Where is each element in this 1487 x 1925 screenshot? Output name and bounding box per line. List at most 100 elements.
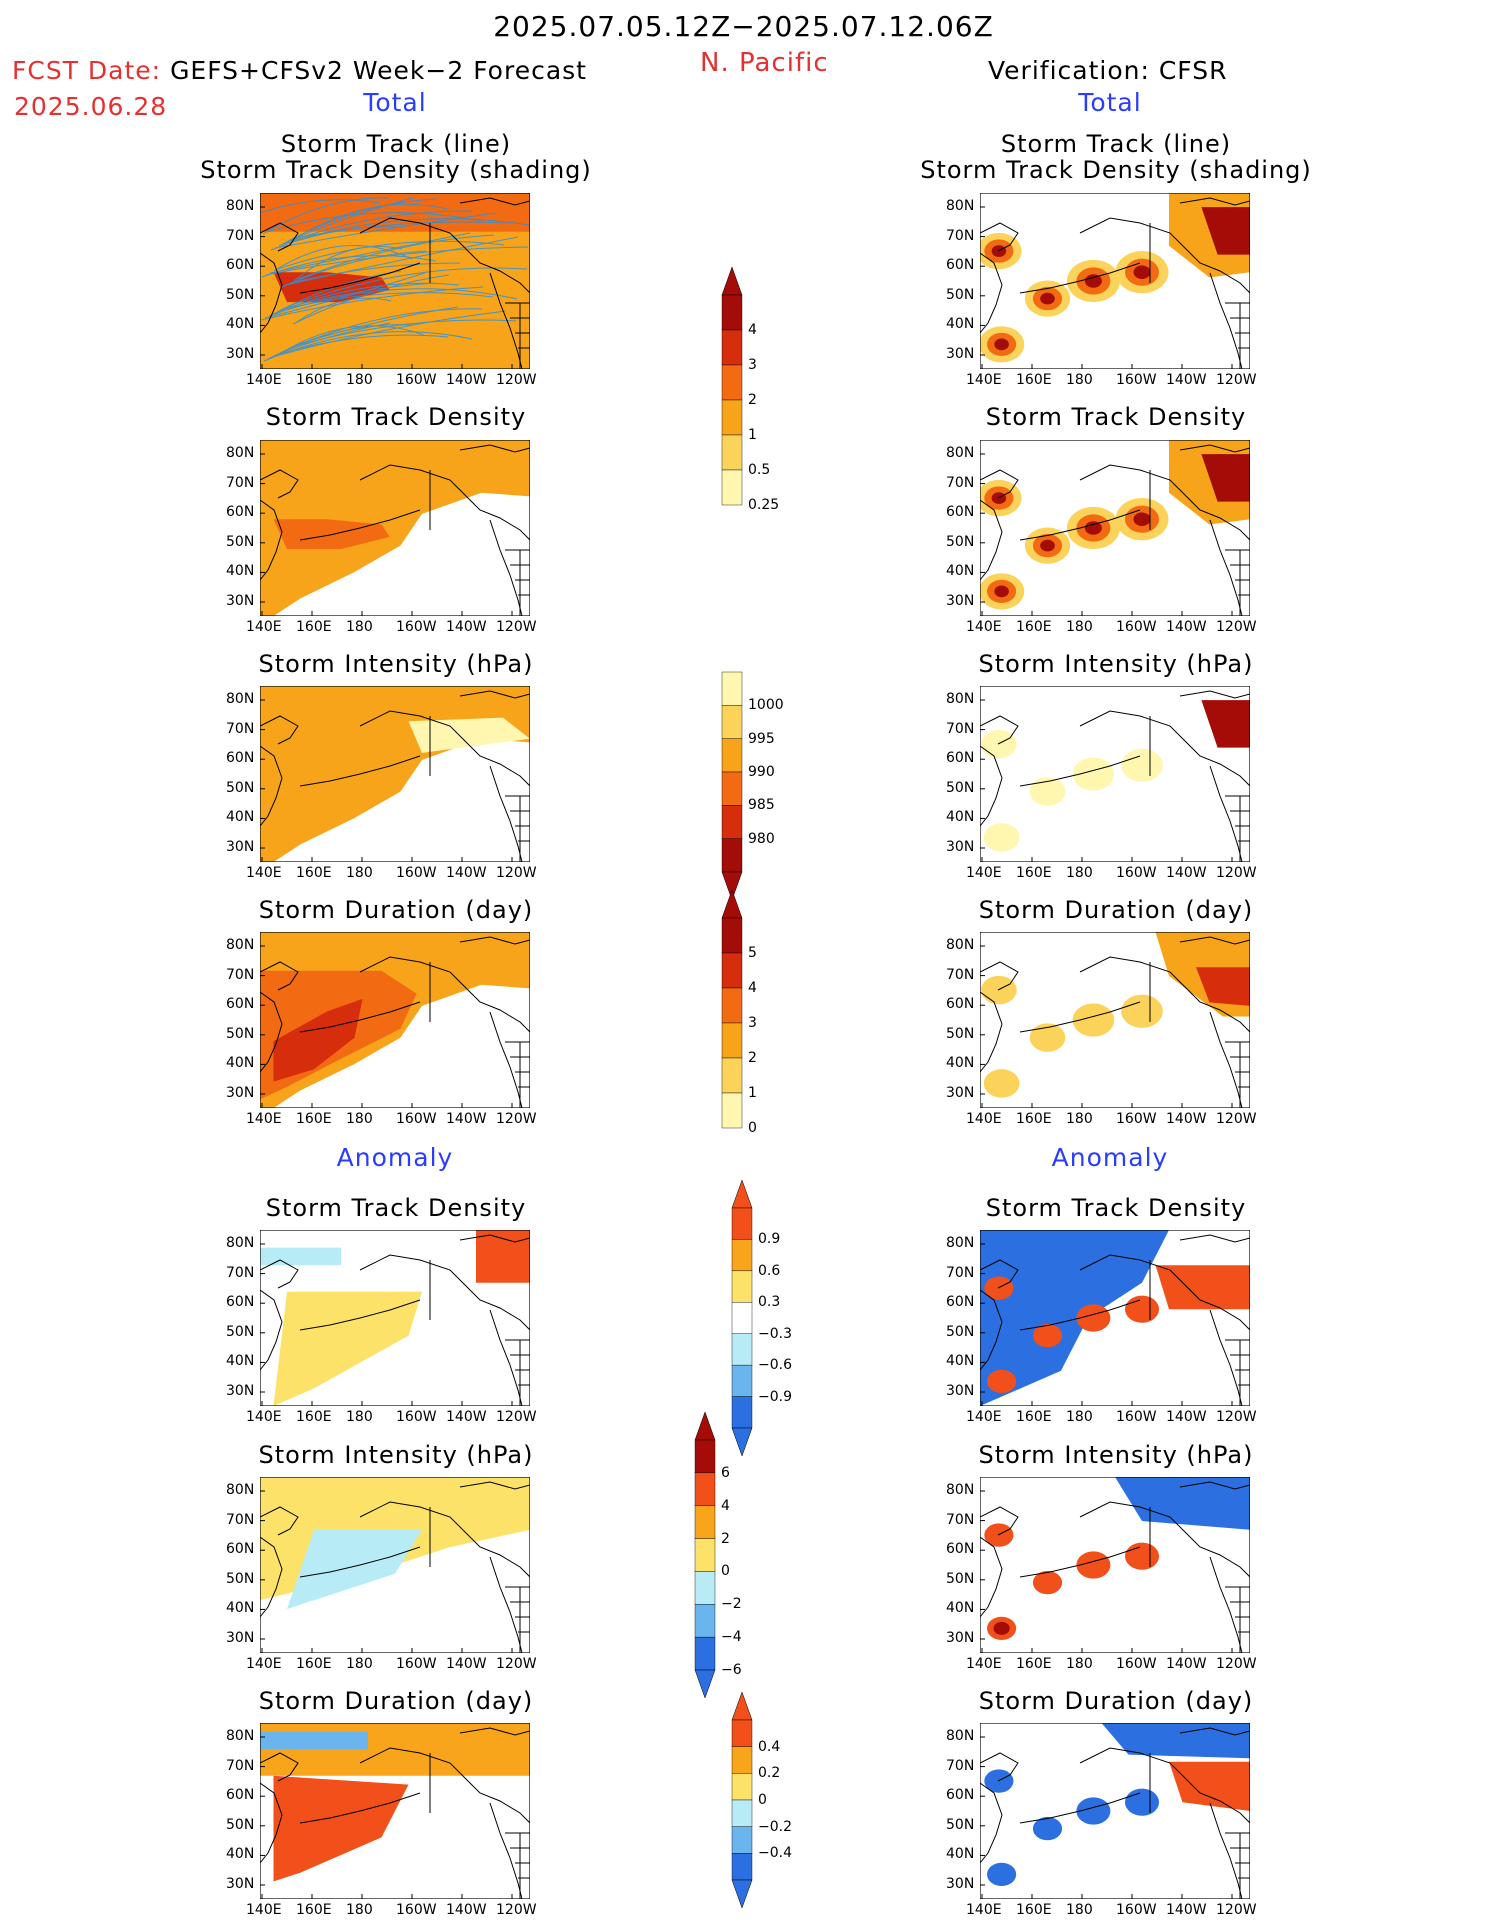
lon-tick-label: 160W xyxy=(1116,1902,1157,1918)
lat-tick-label: 30N xyxy=(946,346,975,362)
lon-tick-label: 140E xyxy=(966,1111,1002,1127)
panel-title-density-right: Storm Track Density xyxy=(985,403,1247,431)
shade-core xyxy=(273,998,363,1082)
coastline xyxy=(260,1234,530,1406)
forecast-date: 2025.06.28 xyxy=(14,92,168,121)
colorbar-label: 0 xyxy=(748,1120,757,1136)
blob-pos xyxy=(1032,1323,1063,1348)
lon-tick-label: 160W xyxy=(1116,619,1157,635)
lon-tick-label: 180 xyxy=(346,1111,373,1127)
colorbar-segment xyxy=(731,1396,753,1429)
lon-tick-label: 140E xyxy=(966,372,1002,388)
lon-tick-label: 120W xyxy=(1216,1656,1257,1672)
coastline xyxy=(260,197,530,369)
forecast-panel-6 xyxy=(260,1723,530,1899)
blob xyxy=(1121,748,1163,782)
lon-tick-label: 140E xyxy=(966,1902,1002,1918)
lat-tick-label: 70N xyxy=(946,1511,975,1528)
verification-panel-6 xyxy=(980,1723,1250,1899)
verification-panel-2 xyxy=(980,686,1250,862)
lat-tick-label: 40N xyxy=(226,1353,255,1370)
colorbar-segment xyxy=(694,1538,716,1572)
colorbar-label: 6 xyxy=(721,1464,730,1481)
lon-tick-label: 160W xyxy=(1116,1656,1157,1672)
lon-tick-label: 180 xyxy=(346,865,373,881)
lon-tick-label: 160E xyxy=(296,1111,332,1127)
lon-tick-label: 140E xyxy=(246,865,282,881)
section-total-right: Total xyxy=(1078,88,1142,117)
pos-band xyxy=(273,1291,422,1406)
lon-tick-label: 140W xyxy=(1166,1409,1207,1425)
lat-tick-label: 80N xyxy=(946,1482,975,1498)
lat-tick-label: 30N xyxy=(946,1630,975,1646)
lon-tick-label: 160E xyxy=(296,619,332,635)
blob-core xyxy=(1084,521,1102,535)
colorbar-segment xyxy=(731,1302,753,1334)
colorbar-label: 2 xyxy=(748,1050,757,1066)
panel-title-intensity-anom-right: Storm Intensity (hPa) xyxy=(978,1441,1254,1469)
lon-tick-label: 120W xyxy=(496,1656,537,1672)
colorbar-density xyxy=(721,266,743,506)
colorbar-label: 3 xyxy=(748,357,757,373)
colorbar-intensity xyxy=(721,671,743,901)
colorbar-segment xyxy=(731,1239,753,1272)
coastline xyxy=(980,936,1250,1108)
lon-tick-label: 120W xyxy=(496,1902,537,1918)
lat-tick-label: 50N xyxy=(946,1816,975,1833)
blob-core xyxy=(1040,539,1055,552)
colorbar-label: −0.4 xyxy=(758,1845,792,1862)
lon-tick-label: 180 xyxy=(1066,619,1093,635)
lon-tick-label: 120W xyxy=(1216,1902,1257,1918)
verification-panel-1 xyxy=(980,440,1250,616)
lon-tick-label: 140W xyxy=(446,865,487,881)
lat-tick-label: 60N xyxy=(226,996,255,1013)
blob-pos xyxy=(987,1369,1017,1394)
blob-neg xyxy=(987,1862,1017,1887)
lat-tick-label: 70N xyxy=(226,474,255,491)
lat-tick-label: 30N xyxy=(226,1383,255,1399)
lat-tick-label: 80N xyxy=(946,445,975,461)
lon-tick-label: 140W xyxy=(446,1111,487,1127)
lon-tick-label: 140W xyxy=(1166,1902,1207,1918)
lat-tick-label: 60N xyxy=(946,750,975,767)
colorbar-label: 0.6 xyxy=(758,1262,781,1279)
lat-tick-label: 30N xyxy=(946,593,975,609)
lat-tick-label: 80N xyxy=(226,1235,255,1251)
panel-title-duration-right: Storm Duration (day) xyxy=(978,896,1254,924)
lat-tick-label: 30N xyxy=(226,1085,255,1101)
lat-tick-label: 40N xyxy=(226,1055,255,1072)
colorbar-label: 0.9 xyxy=(758,1231,781,1248)
forecast-panel-1 xyxy=(260,440,530,616)
colorbar-segment xyxy=(731,1719,753,1747)
lon-tick-label: 140E xyxy=(246,619,282,635)
colorbar-intensity-anomaly xyxy=(694,1411,716,1699)
lat-tick-label: 60N xyxy=(946,1541,975,1558)
lon-tick-label: 160E xyxy=(296,1409,332,1425)
neg-west xyxy=(980,1230,1169,1406)
colorbar-duration xyxy=(721,889,743,1129)
lon-tick-label: 120W xyxy=(1216,1409,1257,1425)
lon-tick-label: 120W xyxy=(1216,619,1257,635)
colorbar-label: 980 xyxy=(748,830,775,847)
forecast-panel-5 xyxy=(260,1477,530,1653)
panel-title-intensity-left: Storm Intensity (hPa) xyxy=(258,650,534,678)
colorbar-label: 0.3 xyxy=(758,1294,781,1311)
blob-core xyxy=(1133,265,1151,280)
colorbar-segment xyxy=(721,952,743,989)
colorbar-segment xyxy=(721,294,743,331)
colorbar-label: 0.25 xyxy=(748,497,780,513)
lat-tick-label: 70N xyxy=(226,720,255,737)
colorbar-segment xyxy=(731,1207,753,1240)
colorbar-label: 3 xyxy=(748,1015,757,1031)
lat-tick-label: 30N xyxy=(226,593,255,609)
section-total-left: Total xyxy=(363,88,427,117)
colorbar-segment xyxy=(721,329,743,366)
lon-tick-label: 140W xyxy=(446,619,487,635)
coastline xyxy=(980,1234,1250,1406)
colorbar-segment xyxy=(721,771,743,806)
lon-tick-label: 140W xyxy=(446,1409,487,1425)
lon-tick-label: 140W xyxy=(1166,1111,1207,1127)
colorbar-segment xyxy=(721,987,743,1024)
lat-tick-label: 60N xyxy=(226,1787,255,1804)
lat-tick-label: 80N xyxy=(946,691,975,707)
